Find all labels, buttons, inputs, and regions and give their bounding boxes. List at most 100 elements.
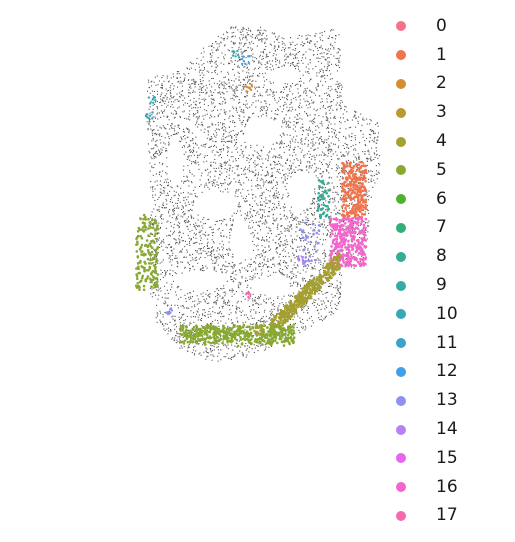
spot-point (265, 158, 267, 160)
spot-point (282, 206, 284, 208)
spot-point (369, 157, 371, 159)
spot-point (222, 340, 224, 342)
spot-point (202, 87, 204, 89)
spot-point (235, 89, 237, 91)
spot-point (279, 245, 281, 247)
spot-point (195, 136, 197, 138)
spot-point (373, 133, 375, 135)
spot-point (161, 261, 163, 263)
spot-point (298, 62, 300, 64)
spot-point (311, 91, 313, 93)
spot-point (198, 98, 200, 100)
spot-point (331, 158, 333, 160)
spot-point (345, 252, 347, 254)
spot-point (171, 338, 173, 340)
spot-point (335, 307, 337, 309)
spot-point (201, 72, 203, 74)
spot-point (326, 292, 328, 294)
spot-point (268, 152, 270, 154)
spot-point (173, 195, 175, 197)
spot-point (207, 105, 209, 107)
spot-point (259, 32, 261, 34)
spot-point (353, 161, 355, 163)
spot-point (228, 174, 230, 176)
spot-point (356, 159, 358, 161)
spot-point (328, 163, 330, 165)
spot-point (199, 69, 201, 71)
spot-point (187, 155, 189, 157)
spot-point (289, 140, 291, 142)
spot-point (348, 205, 350, 207)
spot-point (188, 210, 190, 212)
spot-point (263, 100, 265, 102)
spot-point (273, 271, 275, 273)
spot-point (200, 153, 202, 155)
spot-point (174, 194, 176, 196)
spot-point (309, 243, 311, 245)
spot-point (371, 139, 373, 141)
spot-point (258, 86, 260, 88)
spot-point (207, 131, 209, 133)
spot-point (274, 242, 276, 244)
spot-point (223, 133, 225, 135)
spot-point (312, 123, 314, 125)
spot-point (212, 52, 214, 54)
spot-point (257, 211, 259, 213)
spot-point (249, 75, 251, 77)
spot-point (224, 164, 226, 166)
spot-point (270, 164, 272, 166)
spot-point (293, 124, 295, 126)
spot-point (320, 261, 322, 263)
spot-point (252, 304, 254, 306)
spot-point (273, 148, 275, 150)
spot-point (214, 141, 216, 143)
spot-point (283, 146, 285, 148)
spot-point (326, 69, 328, 71)
spot-point (189, 264, 191, 266)
spot-point (241, 277, 243, 279)
spot-point (201, 98, 203, 100)
spot-point (212, 124, 214, 126)
spot-point (157, 129, 159, 131)
spot-point (307, 232, 309, 234)
spot-point (251, 41, 253, 43)
spot-point (216, 220, 218, 222)
spot-point (202, 314, 204, 316)
spot-point (194, 353, 196, 355)
spot-point (302, 45, 304, 47)
spot-point (151, 217, 153, 219)
spot-point (354, 148, 356, 150)
spot-point (251, 277, 253, 279)
spot-point (202, 344, 204, 346)
spot-point (183, 313, 185, 315)
spot-point (181, 347, 183, 349)
spot-point (198, 115, 200, 117)
spot-point (366, 137, 368, 139)
spot-point (311, 213, 313, 215)
spot-point (292, 83, 294, 85)
spot-point (193, 354, 195, 356)
spot-point (177, 214, 179, 216)
spot-point (150, 156, 152, 158)
spot-point (149, 92, 151, 94)
spot-point (259, 185, 261, 187)
spot-point (183, 78, 185, 80)
spot-point (164, 303, 166, 305)
spot-point (268, 207, 270, 209)
spot-point (336, 70, 338, 72)
spot-point (287, 175, 289, 177)
spot-point (184, 74, 186, 76)
spot-point (234, 345, 236, 347)
spot-point (366, 158, 368, 160)
spot-point (202, 264, 204, 266)
spot-point (262, 236, 264, 238)
spot-point (207, 352, 209, 354)
spot-point (197, 262, 199, 264)
spot-point (212, 109, 214, 111)
spot-point (314, 188, 316, 190)
spot-point (277, 169, 279, 171)
spot-point (258, 266, 260, 268)
spot-point (166, 282, 168, 284)
spot-point (368, 171, 370, 173)
spot-point (222, 256, 224, 258)
